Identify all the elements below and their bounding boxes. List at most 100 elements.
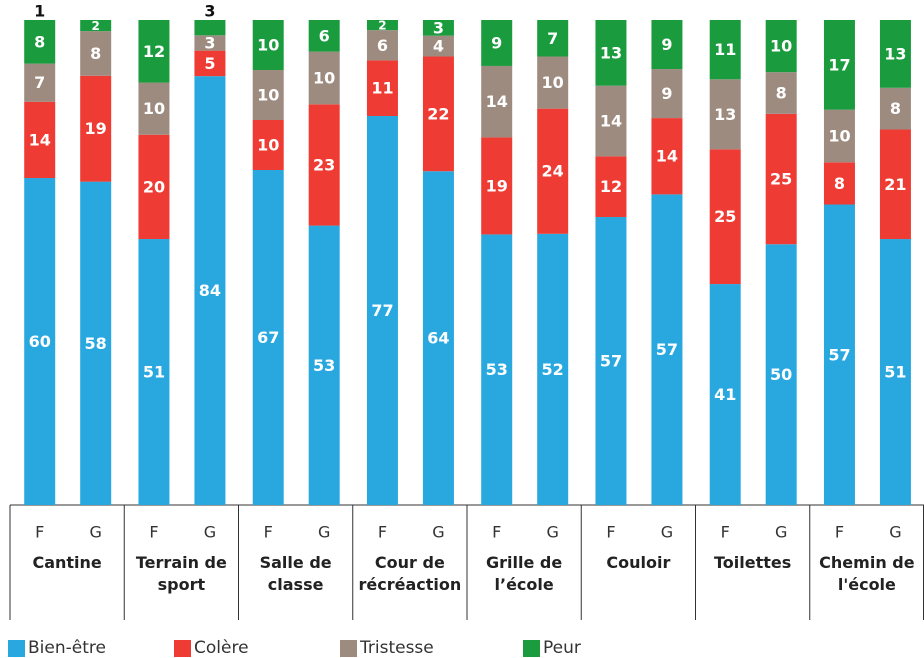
bar-segment <box>308 104 340 226</box>
bar-segment <box>24 20 56 64</box>
legend-label: Tristesse <box>360 638 434 658</box>
bar-segment <box>80 31 112 76</box>
bar-segment <box>252 120 284 170</box>
data-label: 3 <box>433 18 444 37</box>
data-label: 7 <box>547 29 558 48</box>
data-label: 10 <box>542 73 564 92</box>
data-label: 11 <box>371 79 393 98</box>
bar-segment <box>651 69 683 119</box>
data-label: 64 <box>427 329 449 348</box>
bar-segment <box>138 134 170 240</box>
data-label: 3 <box>204 2 215 21</box>
data-label: 22 <box>427 104 449 123</box>
data-label: 20 <box>143 177 165 196</box>
data-label: 57 <box>828 345 850 364</box>
x-tick-label: F <box>264 523 273 542</box>
data-label: 10 <box>143 99 165 118</box>
data-label: 8 <box>34 32 45 51</box>
bar-segment <box>537 20 569 57</box>
legend-item: Bien-être <box>8 638 106 658</box>
bar-segment <box>595 85 627 157</box>
x-tick-label: F <box>35 523 44 542</box>
bar-segment <box>709 20 741 80</box>
bar-segment <box>138 82 170 135</box>
data-label: 6 <box>319 26 330 45</box>
x-tick-label: G <box>204 523 216 542</box>
data-label: 14 <box>656 147 678 166</box>
group-label: Grille de l’école <box>486 553 563 594</box>
bar-segment <box>481 234 513 505</box>
data-label: 10 <box>828 126 850 145</box>
bar-segment <box>481 20 513 66</box>
bar-segment <box>595 156 627 218</box>
group-label: Couloir <box>606 553 671 572</box>
legend-swatch <box>523 639 540 657</box>
bar-segment <box>537 108 569 234</box>
data-label: 8 <box>890 99 901 118</box>
bar-segment <box>194 50 226 77</box>
data-label: 60 <box>29 332 51 351</box>
bar-segment <box>366 60 398 116</box>
bar-segment <box>422 20 454 36</box>
bar-segment <box>879 20 911 88</box>
legend-item: Tristesse <box>340 638 434 658</box>
data-label: 24 <box>542 162 564 181</box>
bar-segment <box>252 170 284 505</box>
bar-segment <box>765 20 797 73</box>
x-tick-label: G <box>661 523 673 542</box>
bar-segment <box>651 194 683 505</box>
group-label: Cantine <box>32 553 102 572</box>
bar-segment <box>252 20 284 70</box>
data-label: 14 <box>486 92 508 111</box>
legend-swatch <box>340 639 357 657</box>
bar-segment <box>80 20 112 32</box>
data-label: 12 <box>600 177 622 196</box>
bar-segment <box>765 113 797 245</box>
data-label: 12 <box>143 42 165 61</box>
data-label: 10 <box>313 68 335 87</box>
bar-segment <box>879 87 911 130</box>
data-label: 25 <box>770 170 792 189</box>
legend-item: Colère <box>174 638 249 658</box>
legend-label: Peur <box>543 638 581 658</box>
bar-segment <box>651 118 683 195</box>
data-label: 58 <box>85 334 107 353</box>
data-label: 7 <box>34 73 45 92</box>
group-label: Salle de classe <box>259 553 332 594</box>
x-tick-label: G <box>432 523 444 542</box>
data-label: 57 <box>656 340 678 359</box>
group-label: Terrain de sport <box>135 553 227 594</box>
bar-segment <box>80 75 112 182</box>
bar-segment <box>194 76 226 505</box>
data-label: 10 <box>770 37 792 56</box>
bar-segment <box>366 30 398 61</box>
bar-segment <box>422 35 454 57</box>
data-label: 10 <box>257 136 279 155</box>
data-label: 9 <box>661 35 672 54</box>
bar-segment <box>194 35 226 51</box>
data-label: 10 <box>257 86 279 105</box>
bar-segment <box>709 79 741 150</box>
legend-swatch <box>8 639 25 657</box>
x-tick-label: G <box>546 523 558 542</box>
data-label: 8 <box>90 44 101 63</box>
group-label: Toilettes <box>713 553 792 572</box>
group-label: Cour de récréaction <box>358 553 462 594</box>
data-label: 41 <box>714 385 736 404</box>
bar-segment <box>709 284 741 505</box>
bar-segment <box>80 181 112 505</box>
data-label: 2 <box>378 19 386 33</box>
data-label: 13 <box>714 105 736 124</box>
bar-segment <box>651 20 683 70</box>
legend-label: Colère <box>194 638 249 658</box>
data-label: 23 <box>313 155 335 174</box>
bar-segment <box>481 137 513 235</box>
bar-segment <box>537 233 569 505</box>
x-tick-label: G <box>889 523 901 542</box>
data-label: 84 <box>199 281 221 300</box>
data-label: 5 <box>204 54 215 73</box>
bar-segment <box>422 56 454 172</box>
legend-item: Peur <box>523 638 581 658</box>
data-label: 25 <box>714 207 736 226</box>
